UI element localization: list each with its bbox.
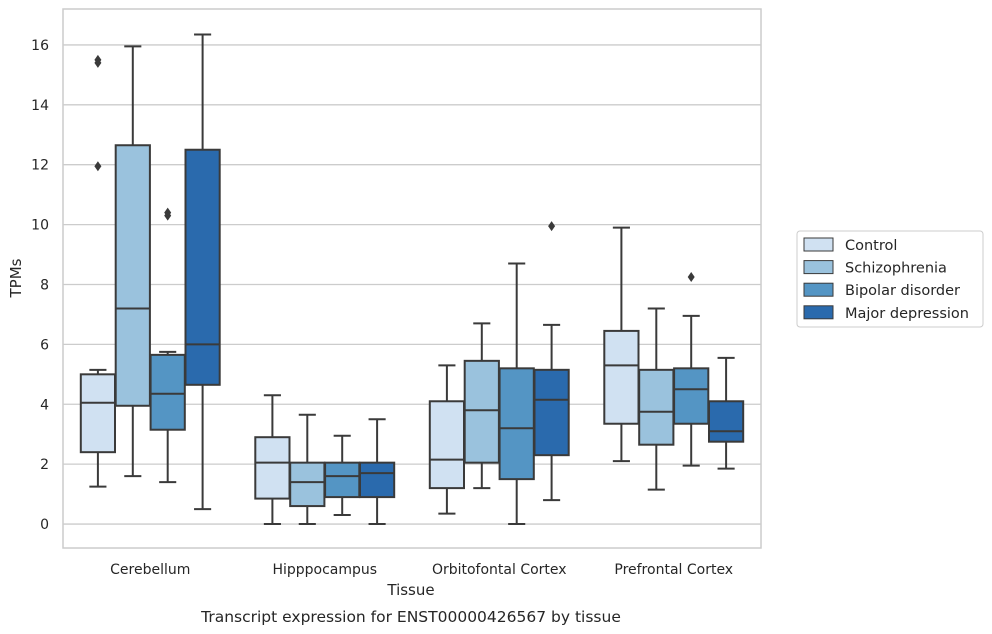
box-bipolar-disorder (149, 207, 186, 484)
legend-label: Control (845, 238, 897, 254)
iqr-box (533, 368, 570, 457)
box-schizophrenia (638, 307, 675, 491)
y-tick-label: 2 (40, 457, 49, 473)
box-major-depression (707, 356, 745, 470)
y-axis-title: TPMs (7, 258, 25, 298)
iqr-box (638, 368, 675, 446)
y-tick-label: 8 (40, 277, 49, 293)
box-bipolar-disorder (673, 272, 710, 467)
iqr-box (289, 461, 326, 508)
outlier-point (94, 161, 102, 172)
iqr-box (254, 436, 291, 500)
box-major-depression (533, 221, 570, 502)
chart-caption: Transcript expression for ENST0000042656… (200, 608, 621, 626)
plot-area (62, 8, 762, 549)
outlier-point (164, 207, 172, 218)
legend-label: Bipolar disorder (845, 283, 960, 299)
box-schizophrenia (114, 45, 151, 478)
outlier-point (687, 272, 695, 283)
y-tick-label: 4 (40, 397, 49, 413)
legend-label: Schizophrenia (845, 261, 947, 277)
x-tick-labels: Cerebellum Hipppocampus Orbitofontal Corte… (110, 562, 733, 578)
x-tick-label: Orbitofontal Cortex (432, 562, 567, 578)
legend-swatch (803, 237, 834, 252)
iqr-box (498, 367, 535, 481)
box-schizophrenia (463, 322, 500, 490)
iqr-box (324, 461, 361, 499)
x-tick-label: Cerebellum (110, 562, 190, 578)
x-axis-title: Tissue (386, 581, 434, 599)
iqr-box (184, 148, 221, 386)
iqr-box (673, 367, 710, 425)
legend: Control Schizophrenia Bipolar disorder Majo… (796, 230, 984, 328)
iqr-box (114, 144, 151, 407)
outlier-point (94, 54, 102, 65)
legend-swatch (803, 282, 834, 297)
iqr-box (603, 329, 640, 425)
legend-frame (796, 230, 984, 328)
x-tick-label: Hipppocampus (272, 562, 377, 578)
box-bipolar-disorder (324, 434, 361, 517)
box-major-depression (358, 418, 396, 526)
iqr-box (463, 359, 500, 464)
y-tick-label: 0 (40, 517, 49, 533)
box-control (603, 226, 640, 463)
iqr-box (79, 373, 117, 454)
y-tick-label: 6 (40, 337, 49, 353)
y-tick-label: 12 (31, 158, 49, 174)
outlier-point (548, 221, 556, 232)
x-tick-label: Prefrontal Cortex (614, 562, 733, 578)
y-tick-label: 16 (31, 38, 49, 54)
y-tick-label: 14 (31, 98, 49, 114)
y-tick-labels: 0 2 4 6 8 10 12 14 16 (31, 38, 49, 533)
legend-swatch (803, 305, 834, 320)
iqr-box (358, 461, 396, 499)
y-tick-label: 10 (31, 218, 49, 234)
legend-swatch (803, 260, 834, 275)
legend-label: Major depression (845, 306, 969, 322)
box-control (428, 364, 466, 515)
iqr-box (707, 400, 745, 443)
box-bipolar-disorder (498, 262, 535, 526)
box-schizophrenia (289, 413, 326, 526)
iqr-box (428, 400, 466, 490)
iqr-box (149, 353, 186, 431)
box-control (254, 394, 291, 526)
box-series (79, 33, 745, 526)
box-control (79, 54, 117, 488)
box-major-depression (184, 33, 221, 511)
